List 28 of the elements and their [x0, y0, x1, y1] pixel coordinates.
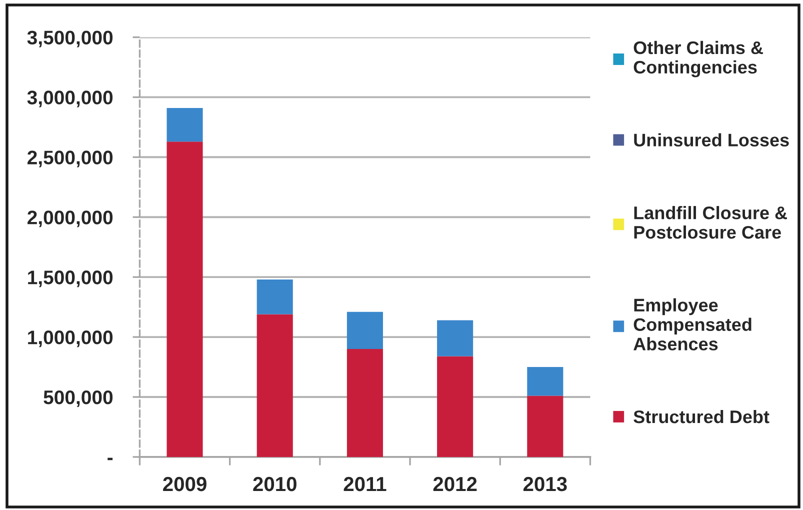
legend-label: Structured Debt: [634, 410, 770, 424]
legend-label: Employee Compensated Absences: [634, 298, 752, 350]
y-tick-label: 1,000,000: [28, 330, 113, 348]
y-tick-label: 1,500,000: [28, 270, 113, 288]
bar: [346, 312, 383, 350]
y-tick-label: 500,000: [44, 390, 113, 408]
legend-label: Landfill Closure & Postclosure Care: [634, 206, 787, 239]
y-tick-label: 3,500,000: [27, 30, 113, 48]
bar: [437, 320, 474, 356]
x-tick-label: 2010: [253, 476, 296, 492]
bar: [256, 279, 293, 314]
bar: [437, 356, 474, 457]
x-tick-label: 2011: [344, 476, 386, 492]
y-tick-label: 2,500,000: [28, 150, 113, 168]
bar: [346, 349, 383, 457]
y-tick-label: 3,000,000: [27, 90, 113, 108]
y-tick-label: 2,000,000: [28, 210, 113, 228]
y-tick-label: -: [108, 458, 113, 460]
x-tick-label: 2009: [163, 476, 206, 492]
bar: [256, 314, 293, 457]
bar: [166, 142, 203, 457]
bar: [166, 108, 203, 142]
bar: [527, 367, 564, 396]
bar: [527, 396, 564, 457]
legend-label: Uninsured Losses: [634, 133, 789, 146]
legend-label: Other Claims & Contingencies: [634, 40, 763, 78]
x-tick-label: 2013: [523, 476, 567, 492]
x-tick-label: 2012: [433, 476, 477, 492]
